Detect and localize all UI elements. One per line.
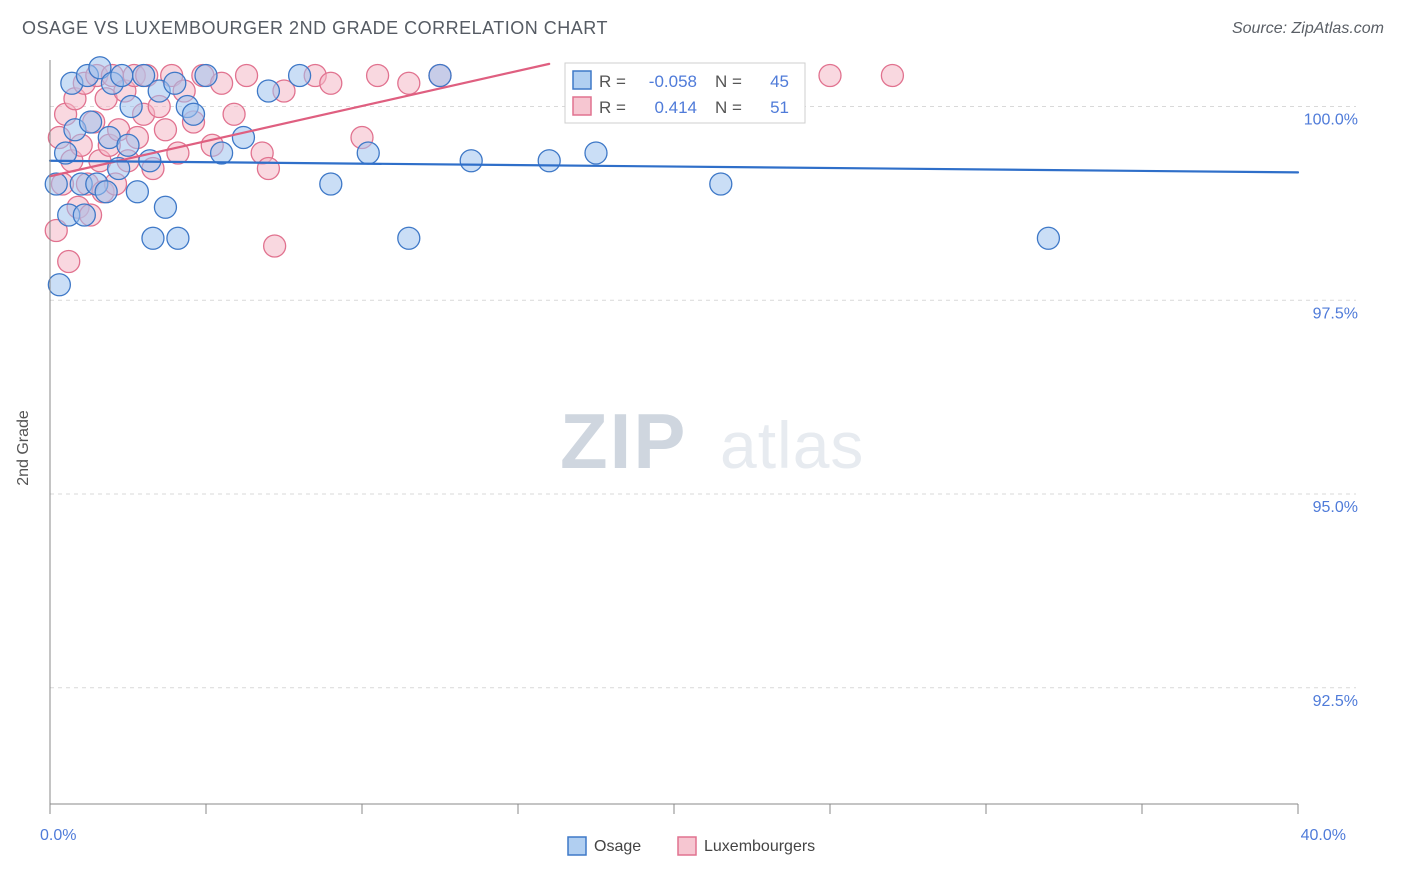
y-axis-label: 2nd Grade (15, 410, 32, 486)
chart-title: OSAGE VS LUXEMBOURGER 2ND GRADE CORRELAT… (22, 18, 608, 39)
y-tick-labels: 92.5% 95.0% 97.5% 100.0% (1304, 112, 1358, 710)
watermark-zip: ZIP (560, 397, 687, 485)
svg-text:100.0%: 100.0% (1304, 112, 1358, 129)
stats-legend: R = -0.058 N = 45 R = 0.414 N = 51 (565, 63, 805, 123)
legend-r-label-2: R = (599, 98, 626, 117)
legend-r-value-osage: -0.058 (649, 72, 697, 91)
legend-n-label-1: N = (715, 72, 742, 91)
legend-swatch-lux (573, 97, 591, 115)
bottom-legend: Osage Luxembourgers (568, 837, 815, 855)
chart-container: ZIP atlas 92.5% 95.0% 97.5% 100.0% 2nd Grad… (0, 48, 1406, 868)
legend-r-label-1: R = (599, 72, 626, 91)
watermark-atlas: atlas (720, 408, 864, 482)
bottom-label-lux: Luxembourgers (704, 838, 815, 855)
x-min-label: 0.0% (40, 827, 76, 844)
gridlines (50, 107, 1356, 688)
svg-text:97.5%: 97.5% (1313, 305, 1358, 322)
chart-svg: ZIP atlas 92.5% 95.0% 97.5% 100.0% 2nd Grad… (0, 48, 1406, 868)
svg-text:92.5%: 92.5% (1313, 693, 1358, 710)
bottom-swatch-osage (568, 837, 586, 855)
legend-n-label-2: N = (715, 98, 742, 117)
svg-text:95.0%: 95.0% (1313, 499, 1358, 516)
x-max-label: 40.0% (1301, 827, 1346, 844)
legend-swatch-osage (573, 71, 591, 89)
bottom-label-osage: Osage (594, 838, 641, 855)
series-osage (45, 57, 1059, 296)
bottom-swatch-lux (678, 837, 696, 855)
legend-n-value-osage: 45 (770, 72, 789, 91)
legend-n-value-lux: 51 (770, 98, 789, 117)
legend-r-value-lux: 0.414 (654, 98, 697, 117)
chart-source: Source: ZipAtlas.com (1232, 20, 1384, 38)
